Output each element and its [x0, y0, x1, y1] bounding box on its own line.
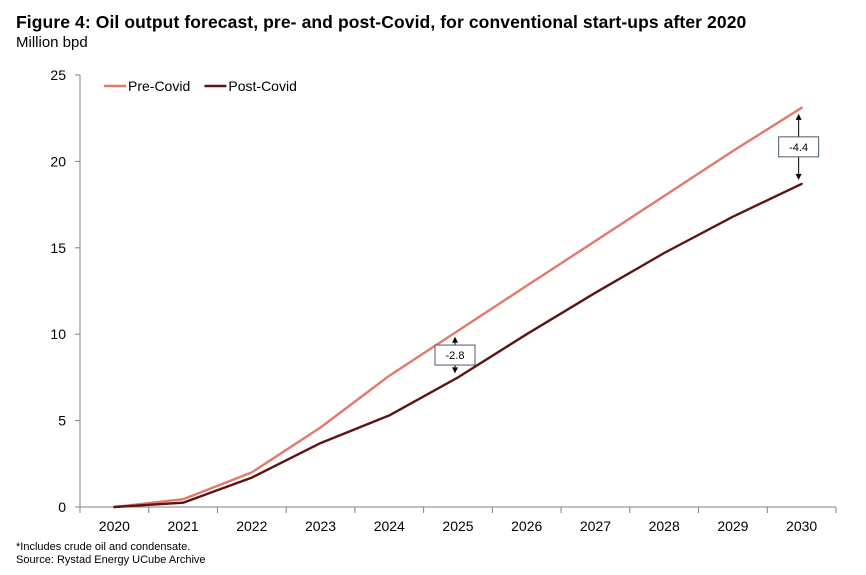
y-tick-label: 25 — [50, 67, 66, 83]
y-tick-label: 10 — [50, 326, 66, 342]
chart-title: Figure 4: Oil output forecast, pre- and … — [16, 12, 747, 32]
chart-footnote: *Includes crude oil and condensate. Sour… — [16, 541, 206, 567]
series-line-post-covid — [113, 182, 803, 509]
x-tick-label: 2020 — [99, 518, 130, 534]
x-tick-label: 2024 — [374, 518, 405, 534]
x-tick-label: 2023 — [305, 518, 336, 534]
difference-label-box — [434, 344, 476, 366]
x-tick-label: 2025 — [442, 518, 473, 534]
footnote-note: *Includes crude oil and condensate. — [16, 541, 191, 553]
arrow-up-icon — [795, 113, 802, 120]
difference-label-box — [778, 136, 820, 158]
difference-label: -4.4 — [789, 142, 808, 154]
arrow-down-icon — [452, 367, 458, 374]
legend-label-post-covid: Post-Covid — [228, 78, 296, 94]
legend-label-pre-covid: Pre-Covid — [128, 78, 190, 94]
x-tick-label: 2026 — [511, 518, 542, 534]
y-tick-label: 20 — [50, 153, 66, 169]
x-tick-label: 2021 — [168, 518, 199, 534]
y-tick-label: 5 — [58, 413, 66, 429]
series-line-pre-covid — [113, 106, 803, 509]
x-tick-label: 2028 — [649, 518, 680, 534]
x-tick-label: 2022 — [236, 518, 267, 534]
arrow-up-icon — [452, 336, 458, 343]
y-tick-label: 15 — [50, 240, 66, 256]
x-tick-label: 2029 — [717, 518, 748, 534]
y-axis-unit-label: Million bpd — [16, 34, 88, 51]
x-tick-label: 2030 — [786, 518, 817, 534]
difference-label: -2.8 — [446, 350, 465, 362]
arrow-down-icon — [795, 173, 802, 180]
y-tick-label: 0 — [58, 499, 66, 515]
x-tick-label: 2027 — [580, 518, 611, 534]
footnote-source: Source: Rystad Energy UCube Archive — [16, 554, 206, 566]
